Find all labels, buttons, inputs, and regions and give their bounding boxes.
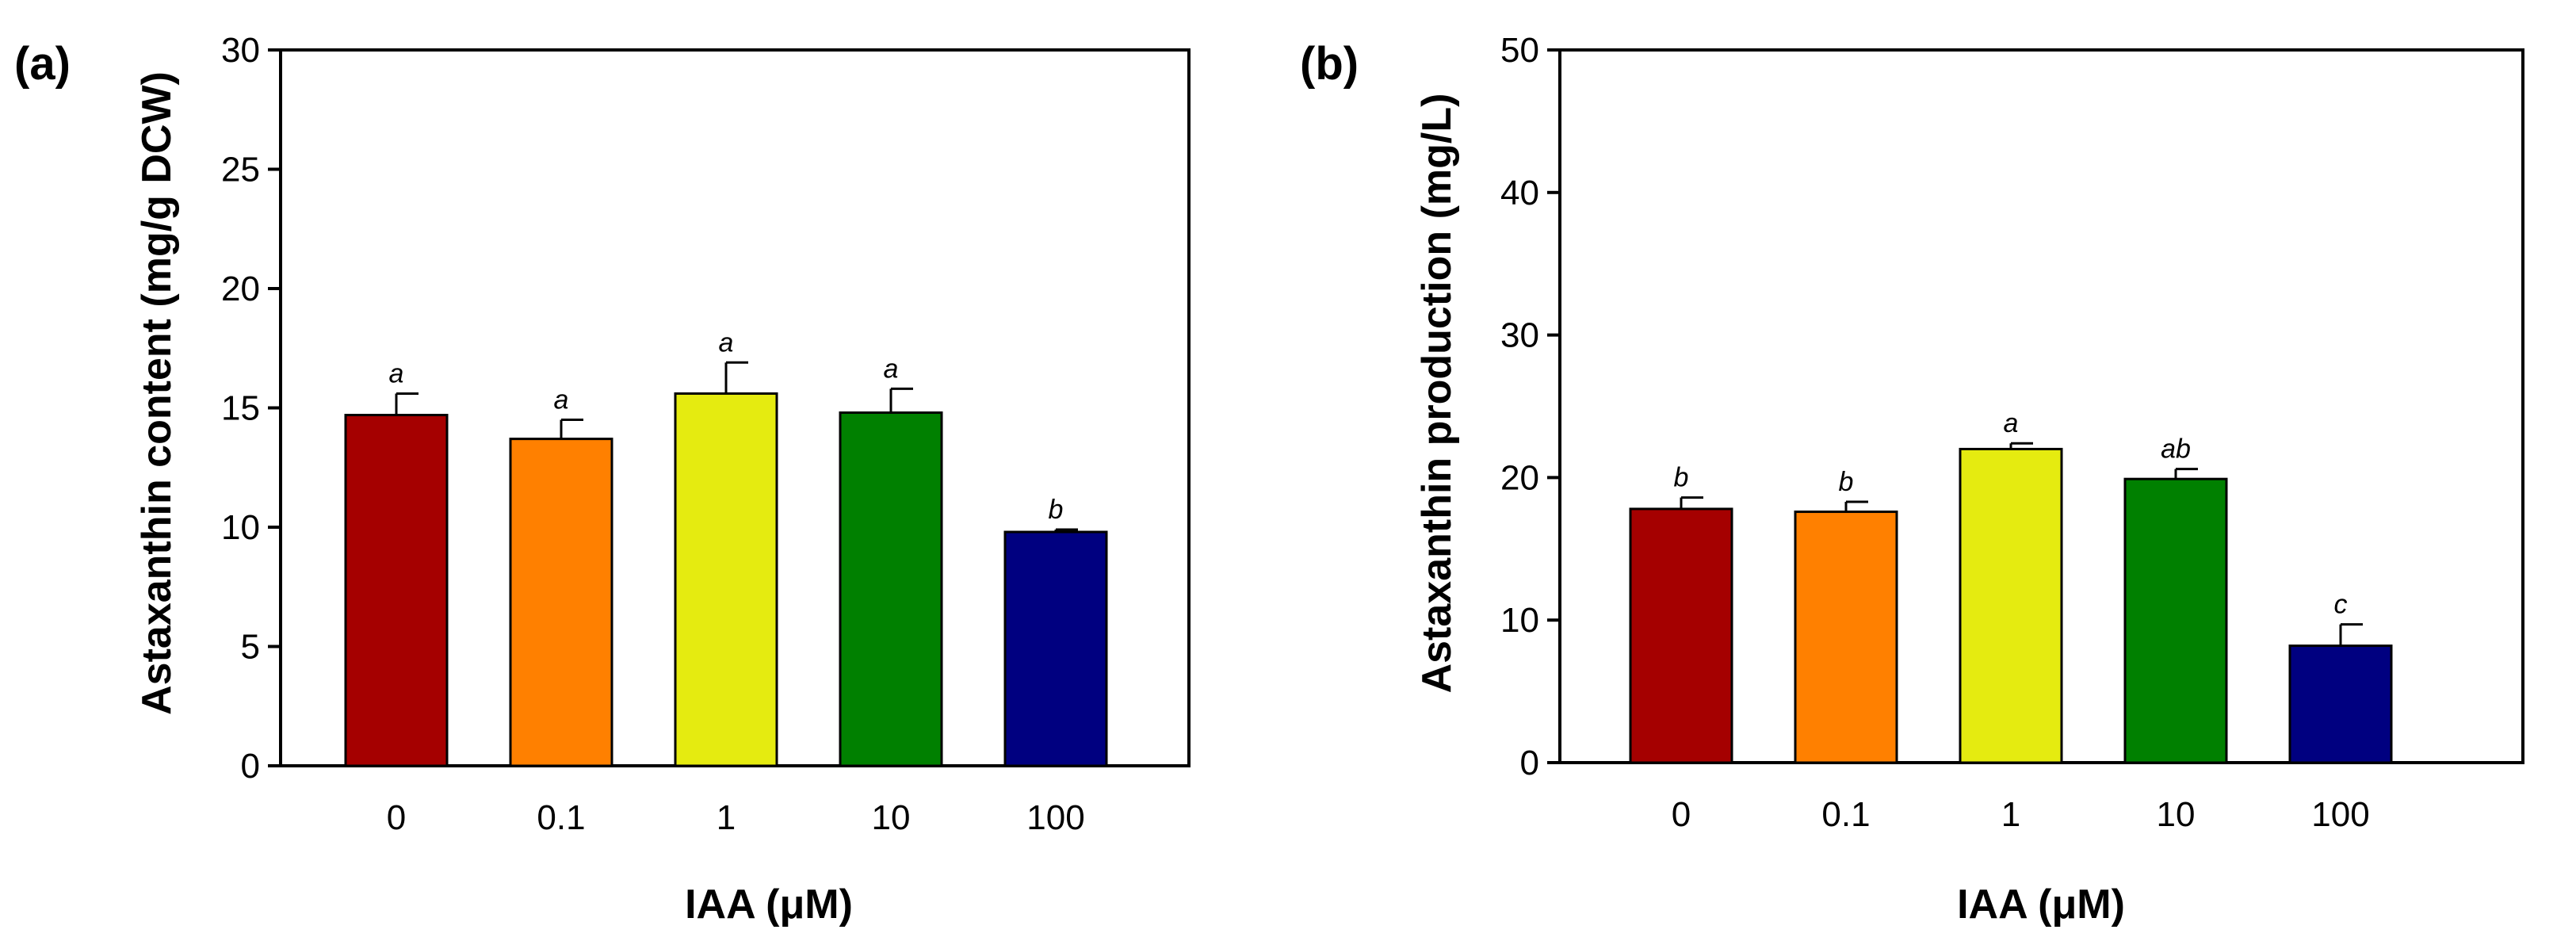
panel-b-y-tick-label: 30 (1500, 316, 1539, 355)
panel-a-significance-label-1: a (554, 385, 569, 415)
panel-a-x-tick-label-0: 0 (387, 798, 406, 837)
panel-a-bar-4 (1003, 530, 1108, 767)
panel-a-bar-0 (344, 414, 449, 767)
panel-b-bar-4 (2288, 645, 2393, 764)
panel-a-y-tick-label: 25 (221, 151, 260, 189)
panel-a-significance-label-2: a (719, 327, 734, 358)
panel-b-x-tick-label-0: 0 (1672, 795, 1691, 834)
panel-a-x-tick-label-1: 0.1 (537, 798, 585, 837)
panel-b-x-tick-label-1: 0.1 (1821, 795, 1870, 834)
panel-b-x-tick-label-2: 1 (2001, 795, 2020, 834)
panel-a-significance-label-0: a (389, 358, 404, 388)
panel-a-y-tick-label: 20 (221, 270, 260, 308)
panel-a-y-axis-title: Astaxanthin content (mg/g DCW) (134, 71, 180, 715)
panel-a-y-tick-label: 0 (241, 747, 260, 786)
panel-b-label: (b) (1300, 38, 1359, 90)
chart-panel-b: (b) Astaxanthin production (mg/L) IAA (μ… (1300, 31, 2524, 928)
panel-b-y-tick-label: 0 (1520, 744, 1539, 782)
panel-a-x-tick-label-3: 10 (872, 798, 911, 837)
panel-a-significance-label-4: b (1049, 495, 1064, 525)
panel-a-y-tick-label: 15 (221, 389, 260, 428)
panel-b-significance-label-1: b (1839, 467, 1854, 497)
panel-b-x-tick-label-3: 10 (2157, 795, 2196, 834)
panel-b-bar-2 (1959, 447, 2063, 764)
panel-a-y-tick-label: 10 (221, 508, 260, 547)
panel-a-y-tick-label: 5 (241, 628, 260, 667)
panel-b-significance-label-4: c (2334, 590, 2348, 620)
panel-a-bar-2 (674, 392, 778, 767)
panel-a-significance-label-3: a (884, 354, 899, 384)
panel-b-x-axis-title: IAA (μM) (1957, 882, 2125, 928)
panel-a-y-tick-label: 30 (221, 31, 260, 70)
chart-panel-a: (a) Astaxanthin content (mg/g DCW) IAA (… (14, 31, 1191, 928)
panel-b-marks: 0 10 20 30 40 50 b 0 b 0.1 a 1 ab 10 c 100 (1500, 31, 2524, 834)
panel-b-significance-label-2: a (2004, 408, 2019, 438)
panel-b-y-tick-label: 10 (1500, 601, 1539, 640)
panel-b-significance-label-0: b (1674, 463, 1689, 493)
panel-a-bar-3 (839, 411, 943, 767)
panel-b-y-axis-title: Astaxanthin production (mg/L) (1414, 94, 1460, 694)
panel-b-bar-1 (1794, 511, 1898, 764)
panel-b-significance-label-3: ab (2161, 434, 2191, 465)
panel-b-y-tick-label: 20 (1500, 458, 1539, 497)
panel-b-bar-0 (1629, 507, 1733, 764)
panel-a-bar-1 (509, 438, 613, 767)
panel-b-y-tick-label: 50 (1500, 31, 1539, 70)
panel-a-marks: 0 5 10 15 20 25 30 a 0 a 0.1 a 1 a 10 b 100 (221, 31, 1191, 837)
panel-a-x-tick-label-2: 1 (717, 798, 736, 837)
panel-a-label: (a) (14, 38, 71, 90)
panel-a-x-axis-title: IAA (μM) (685, 882, 853, 928)
panel-b-y-tick-label: 40 (1500, 174, 1539, 212)
panel-a-x-tick-label-4: 100 (1026, 798, 1084, 837)
panel-b-bar-3 (2123, 477, 2228, 764)
panel-b-x-tick-label-4: 100 (2311, 795, 2369, 834)
